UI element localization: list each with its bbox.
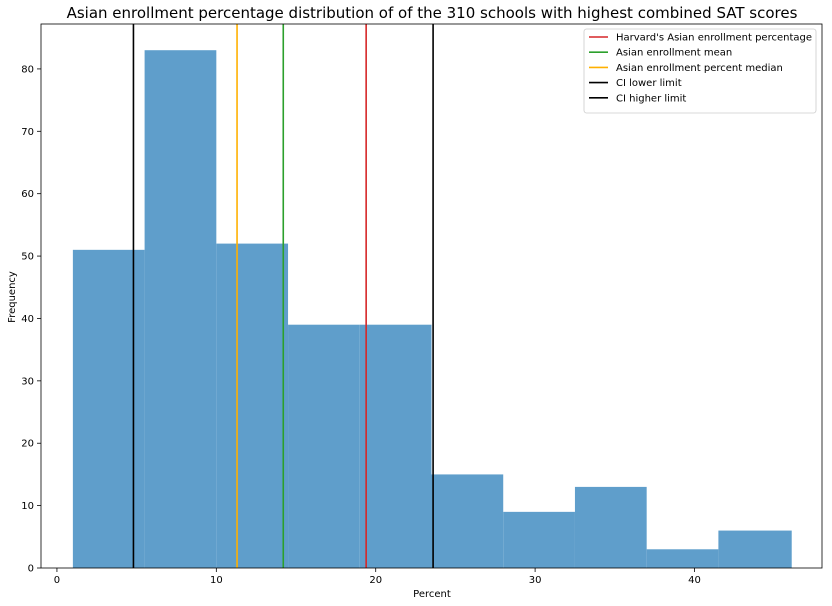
legend-entry-label: Harvard's Asian enrollment percentage	[616, 33, 812, 44]
legend-entry-label: Asian enrollment mean	[616, 48, 732, 59]
histogram-bar-4	[288, 324, 360, 568]
histogram-bar-10	[718, 530, 792, 568]
chart-title: Asian enrollment percentage distribution…	[67, 4, 798, 22]
y-tick-label: 50	[21, 252, 34, 263]
histogram-bar-2	[144, 50, 217, 568]
y-tick-label: 60	[21, 189, 34, 200]
y-tick-label: 0	[28, 564, 34, 575]
x-tick-label: 40	[688, 575, 701, 586]
legend-box	[583, 28, 817, 114]
x-axis-ticks: 0 10 20 30 40	[54, 568, 701, 586]
histogram-bar-3	[216, 243, 289, 569]
legend-entry-label: CI higher limit	[616, 93, 686, 104]
y-tick-label: 80	[21, 64, 34, 75]
histogram-bar-5	[359, 324, 432, 568]
x-tick-label: 20	[369, 575, 382, 586]
x-axis-label: Percent	[413, 589, 451, 600]
legend-entry-label: Asian enrollment percent median	[616, 63, 783, 74]
x-tick-label: 30	[529, 575, 542, 586]
y-tick-label: 30	[21, 376, 34, 387]
y-tick-label: 20	[21, 439, 34, 450]
histogram-bars	[72, 50, 792, 569]
y-tick-label: 70	[21, 127, 34, 138]
y-tick-label: 10	[21, 501, 34, 512]
legend: Harvard's Asian enrollment percentage Asi…	[583, 28, 817, 114]
histogram-bar-7	[503, 511, 575, 568]
x-tick-label: 10	[210, 575, 223, 586]
y-tick-label: 40	[21, 314, 34, 325]
histogram-bar-8	[574, 486, 647, 568]
legend-entry-label: CI lower limit	[616, 78, 682, 89]
histogram-bar-9	[646, 549, 719, 568]
plot-area-frame	[40, 23, 823, 569]
y-axis-label: Frequency	[7, 271, 18, 323]
reference-lines	[132, 24, 434, 568]
histogram-bar-6	[431, 474, 504, 568]
x-tick-label: 0	[54, 575, 60, 586]
y-axis-ticks: 0 10 20 30 40 50 60 70 80	[21, 64, 41, 575]
